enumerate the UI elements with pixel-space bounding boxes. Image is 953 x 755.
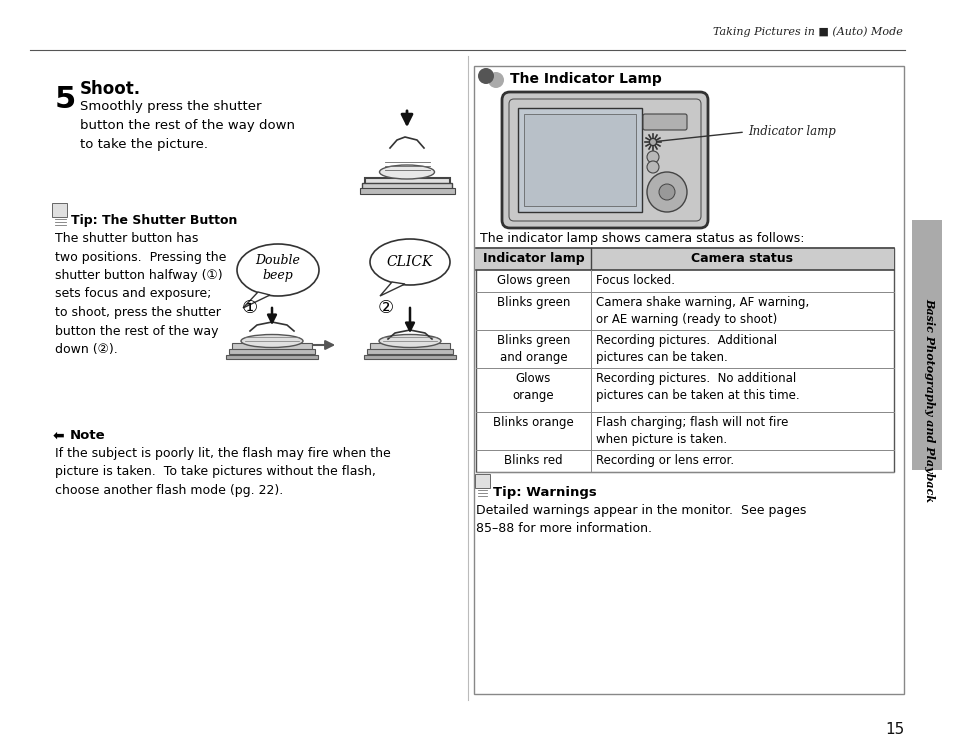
Text: The shutter button has
two positions.  Pressing the
shutter button halfway (①)
s: The shutter button has two positions. Pr… bbox=[55, 232, 226, 356]
Text: Blinks green
and orange: Blinks green and orange bbox=[497, 334, 570, 365]
Text: If the subject is poorly lit, the flash may fire when the
picture is taken.  To : If the subject is poorly lit, the flash … bbox=[55, 447, 391, 497]
Circle shape bbox=[649, 138, 656, 146]
FancyBboxPatch shape bbox=[229, 349, 314, 354]
FancyBboxPatch shape bbox=[476, 248, 893, 270]
Text: Blinks red: Blinks red bbox=[503, 454, 562, 467]
Polygon shape bbox=[243, 292, 270, 308]
Ellipse shape bbox=[241, 334, 303, 347]
Text: Tip: The Shutter Button: Tip: The Shutter Button bbox=[71, 214, 237, 227]
FancyBboxPatch shape bbox=[359, 188, 455, 194]
FancyBboxPatch shape bbox=[364, 355, 456, 359]
Text: D: D bbox=[664, 117, 672, 127]
Text: Flash charging; flash will not fire
when picture is taken.: Flash charging; flash will not fire when… bbox=[596, 416, 787, 446]
Ellipse shape bbox=[379, 165, 434, 179]
FancyBboxPatch shape bbox=[474, 66, 903, 694]
Ellipse shape bbox=[378, 334, 440, 347]
Text: Blinks orange: Blinks orange bbox=[493, 416, 574, 429]
Text: Recording or lens error.: Recording or lens error. bbox=[596, 454, 734, 467]
Text: The Indicator Lamp: The Indicator Lamp bbox=[510, 72, 661, 86]
Circle shape bbox=[646, 151, 659, 163]
Text: Double
beep: Double beep bbox=[255, 254, 300, 282]
Circle shape bbox=[488, 72, 503, 88]
Text: I: I bbox=[649, 117, 652, 127]
Text: Recording pictures.  No additional
pictures can be taken at this time.: Recording pictures. No additional pictur… bbox=[596, 372, 799, 402]
Circle shape bbox=[659, 184, 675, 200]
Text: Note: Note bbox=[70, 429, 106, 442]
Text: Indicator lamp: Indicator lamp bbox=[482, 252, 583, 265]
Text: CLICK: CLICK bbox=[386, 255, 433, 269]
Text: ⬅: ⬅ bbox=[53, 429, 65, 443]
Text: 15: 15 bbox=[884, 723, 904, 738]
FancyBboxPatch shape bbox=[642, 114, 686, 130]
FancyBboxPatch shape bbox=[523, 114, 636, 206]
Polygon shape bbox=[379, 282, 405, 296]
FancyBboxPatch shape bbox=[361, 183, 452, 189]
Text: Camera shake warning, AF warning,
or AE warning (ready to shoot): Camera shake warning, AF warning, or AE … bbox=[596, 296, 808, 326]
Text: Camera status: Camera status bbox=[691, 252, 793, 265]
Text: Indicator lamp: Indicator lamp bbox=[747, 125, 835, 138]
Text: Tip: Warnings: Tip: Warnings bbox=[493, 486, 597, 499]
Circle shape bbox=[477, 68, 494, 84]
Text: ②: ② bbox=[377, 299, 394, 317]
Text: Detailed warnings appear in the monitor.  See pages
85–88 for more information.: Detailed warnings appear in the monitor.… bbox=[476, 504, 805, 535]
Text: ①: ① bbox=[242, 299, 258, 317]
FancyBboxPatch shape bbox=[367, 349, 453, 354]
Ellipse shape bbox=[370, 239, 450, 285]
FancyBboxPatch shape bbox=[911, 220, 941, 470]
FancyBboxPatch shape bbox=[226, 355, 317, 359]
Text: Taking Pictures in ■ (Auto) Mode: Taking Pictures in ■ (Auto) Mode bbox=[713, 26, 902, 37]
Text: Glows green: Glows green bbox=[497, 274, 570, 287]
Text: Recording pictures.  Additional
pictures can be taken.: Recording pictures. Additional pictures … bbox=[596, 334, 777, 365]
Text: 5: 5 bbox=[55, 85, 76, 114]
Ellipse shape bbox=[236, 244, 318, 296]
Text: Smoothly press the shutter
button the rest of the way down
to take the picture.: Smoothly press the shutter button the re… bbox=[80, 100, 294, 151]
FancyBboxPatch shape bbox=[52, 203, 67, 217]
Text: Glows
orange: Glows orange bbox=[512, 372, 554, 402]
Text: The indicator lamp shows camera status as follows:: The indicator lamp shows camera status a… bbox=[479, 232, 803, 245]
Circle shape bbox=[646, 172, 686, 212]
FancyBboxPatch shape bbox=[365, 178, 450, 184]
Text: Blinks green: Blinks green bbox=[497, 296, 570, 309]
FancyBboxPatch shape bbox=[475, 474, 490, 488]
FancyBboxPatch shape bbox=[501, 92, 707, 228]
Text: Shoot.: Shoot. bbox=[80, 80, 141, 98]
Text: Basic Photography and Playback: Basic Photography and Playback bbox=[923, 298, 935, 502]
FancyBboxPatch shape bbox=[517, 108, 641, 212]
Text: Focus locked.: Focus locked. bbox=[596, 274, 675, 287]
FancyBboxPatch shape bbox=[232, 343, 312, 350]
Circle shape bbox=[646, 161, 659, 173]
FancyBboxPatch shape bbox=[370, 343, 450, 350]
